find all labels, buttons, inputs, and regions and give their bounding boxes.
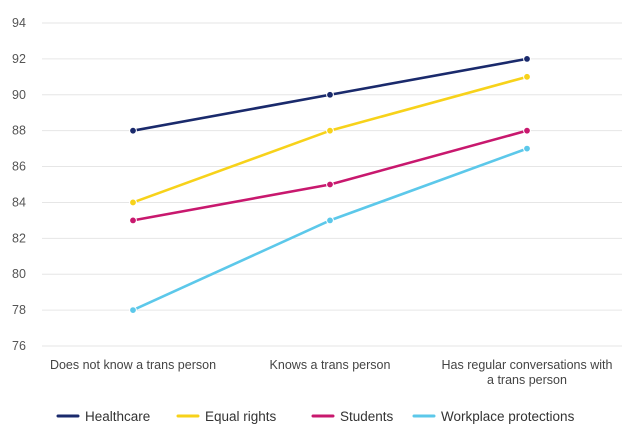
legend: Healthcare Equal rights Students Workplace … bbox=[56, 409, 575, 424]
data-point bbox=[523, 72, 531, 81]
series-students bbox=[129, 126, 531, 225]
x-category-label: Does not know a trans person bbox=[50, 358, 216, 372]
series-healthcare bbox=[129, 54, 531, 135]
data-point bbox=[523, 54, 531, 63]
y-tick-label: 76 bbox=[12, 339, 26, 353]
y-tick-label: 82 bbox=[12, 231, 26, 245]
x-axis-categories: Does not know a trans person Knows a tran… bbox=[50, 358, 613, 387]
y-tick-label: 80 bbox=[12, 267, 26, 281]
y-tick-label: 92 bbox=[12, 52, 26, 66]
legend-item: Equal rights bbox=[176, 409, 277, 424]
data-point bbox=[129, 198, 137, 207]
data-point bbox=[326, 216, 334, 225]
data-point bbox=[523, 144, 531, 153]
series-workplace-protections bbox=[129, 144, 531, 315]
legend-item: Students bbox=[311, 409, 394, 424]
data-point bbox=[129, 216, 137, 225]
x-category-label-line: a trans person bbox=[487, 373, 567, 387]
data-point bbox=[523, 126, 531, 135]
y-tick-label: 90 bbox=[12, 88, 26, 102]
y-tick-label: 84 bbox=[12, 195, 26, 209]
x-category-label: Knows a trans person bbox=[270, 358, 391, 372]
data-point bbox=[129, 126, 137, 135]
y-tick-label: 78 bbox=[12, 303, 26, 317]
legend-item: Workplace protections bbox=[412, 409, 575, 424]
x-category-label-line: Does not know a trans person bbox=[50, 358, 216, 372]
x-category-label-line: Has regular conversations with bbox=[442, 358, 613, 372]
legend-item: Healthcare bbox=[56, 409, 150, 424]
series-line bbox=[131, 129, 529, 222]
data-point bbox=[326, 90, 334, 99]
legend-label: Healthcare bbox=[85, 409, 150, 424]
legend-label: Workplace protections bbox=[441, 409, 575, 424]
legend-label: Students bbox=[340, 409, 394, 424]
legend-label: Equal rights bbox=[205, 409, 277, 424]
data-point bbox=[326, 180, 334, 189]
y-tick-label: 86 bbox=[12, 160, 26, 174]
data-point bbox=[129, 306, 137, 315]
y-axis-ticks: 76 78 80 82 84 86 88 90 92 94 bbox=[12, 16, 26, 353]
series-lines bbox=[129, 54, 531, 315]
x-category-label: Has regular conversations with a trans pe… bbox=[442, 358, 613, 387]
series-line bbox=[131, 147, 529, 312]
y-tick-label: 94 bbox=[12, 16, 26, 30]
y-tick-label: 88 bbox=[12, 124, 26, 138]
series-equal-rights bbox=[129, 72, 531, 207]
data-point bbox=[326, 126, 334, 135]
x-category-label-line: Knows a trans person bbox=[270, 358, 391, 372]
